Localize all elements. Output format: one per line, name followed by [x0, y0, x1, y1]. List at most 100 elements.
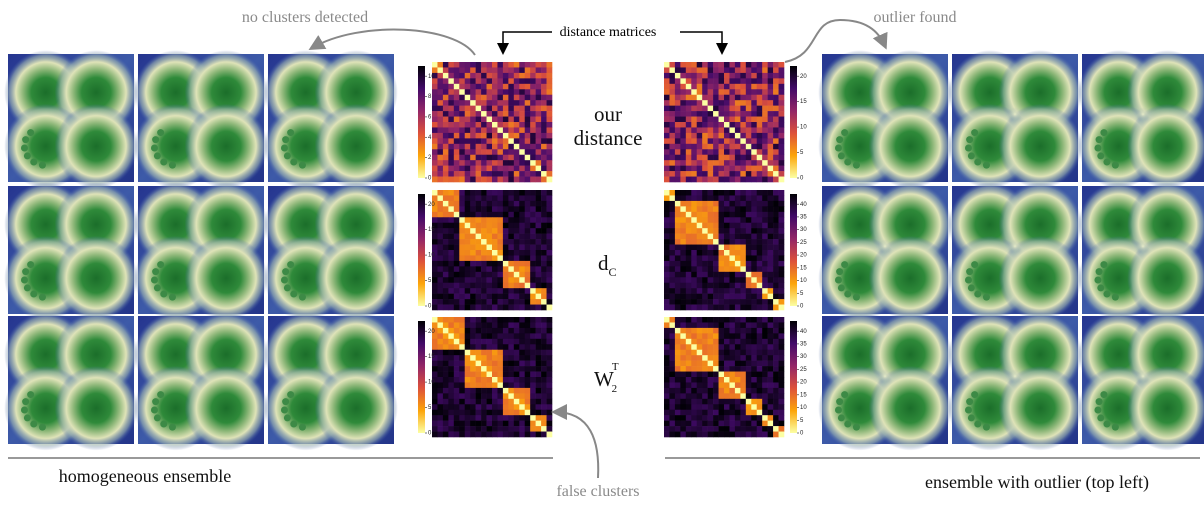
cell: [475, 217, 482, 224]
cell: [448, 322, 455, 329]
cell: [669, 190, 676, 196]
cell: [453, 195, 460, 202]
cell: [751, 233, 758, 240]
cell: [508, 366, 515, 372]
cell: [497, 415, 504, 421]
cell: [535, 94, 542, 101]
cell: [519, 431, 526, 438]
cell: [762, 333, 768, 340]
cell: [702, 409, 708, 416]
cell: [674, 100, 681, 106]
cell: [502, 127, 509, 134]
cell: [729, 250, 736, 256]
cell: [502, 371, 509, 378]
cell: [432, 426, 438, 432]
cell: [437, 277, 444, 284]
cell: [486, 228, 493, 234]
cell: [535, 349, 542, 356]
cell: [481, 190, 487, 196]
cell: [718, 304, 725, 311]
cell: [702, 333, 708, 340]
cell: [734, 277, 741, 284]
cell: [530, 89, 536, 96]
cell: [685, 228, 692, 234]
cell: [437, 94, 444, 101]
cell: [664, 271, 670, 278]
cell: [486, 127, 493, 134]
outlier: [1008, 369, 1022, 384]
cell: [729, 393, 736, 400]
cell: [778, 382, 785, 389]
cell: [724, 277, 730, 284]
cell: [773, 431, 779, 438]
cell: [696, 122, 703, 128]
cell: [740, 420, 747, 427]
cell: [442, 277, 449, 284]
cell: [724, 100, 730, 106]
cell: [740, 160, 747, 166]
cell: [524, 67, 531, 74]
cell: [773, 366, 779, 372]
cell: [475, 89, 482, 96]
cell: [535, 127, 542, 134]
cell: [530, 62, 536, 68]
cell: [448, 426, 455, 432]
cell: [767, 398, 774, 405]
cell: [541, 206, 547, 213]
cell: [767, 288, 774, 294]
tick-label: 40: [800, 329, 807, 335]
cell: [470, 393, 476, 400]
cell: [535, 83, 542, 90]
cell: [530, 344, 536, 351]
cell: [508, 344, 515, 351]
cell: [674, 288, 681, 294]
cell: [470, 250, 476, 256]
blob: [998, 235, 1082, 321]
cell: [459, 116, 466, 123]
tile: [264, 50, 398, 189]
cell: [453, 355, 460, 361]
outlier: [878, 369, 892, 384]
cell: [437, 415, 444, 421]
cell: [432, 393, 438, 400]
cell: [729, 83, 736, 90]
cell: [778, 355, 785, 361]
cell: [502, 255, 509, 262]
cell: [680, 100, 687, 106]
cell: [513, 83, 520, 90]
cell: [470, 299, 476, 305]
cell: [729, 211, 736, 218]
cell: [669, 255, 676, 262]
cell: [475, 360, 482, 367]
cell: [519, 360, 526, 367]
cell: [459, 171, 466, 177]
cell: [475, 127, 482, 134]
cell: [535, 228, 542, 234]
cell: [745, 333, 752, 340]
cell: [767, 317, 774, 323]
cell: [674, 398, 681, 405]
cell: [448, 67, 455, 74]
cell: [453, 299, 460, 305]
cell: [508, 382, 515, 389]
cell: [492, 277, 498, 284]
cell: [773, 206, 779, 213]
cell: [740, 143, 747, 150]
cell: [475, 111, 482, 117]
cell: [773, 176, 779, 183]
cell: [756, 138, 763, 145]
cell: [535, 217, 542, 224]
cell: [724, 327, 730, 334]
cell: [519, 100, 526, 106]
cell: [729, 377, 736, 383]
bump: [1097, 414, 1105, 422]
cell: [524, 288, 531, 294]
cell: [530, 200, 536, 207]
cell: [702, 154, 708, 161]
cell: [530, 409, 536, 416]
cell: [691, 371, 698, 378]
cell: [437, 83, 444, 90]
bump: [836, 268, 844, 276]
cell: [519, 149, 526, 156]
cell: [524, 260, 531, 267]
